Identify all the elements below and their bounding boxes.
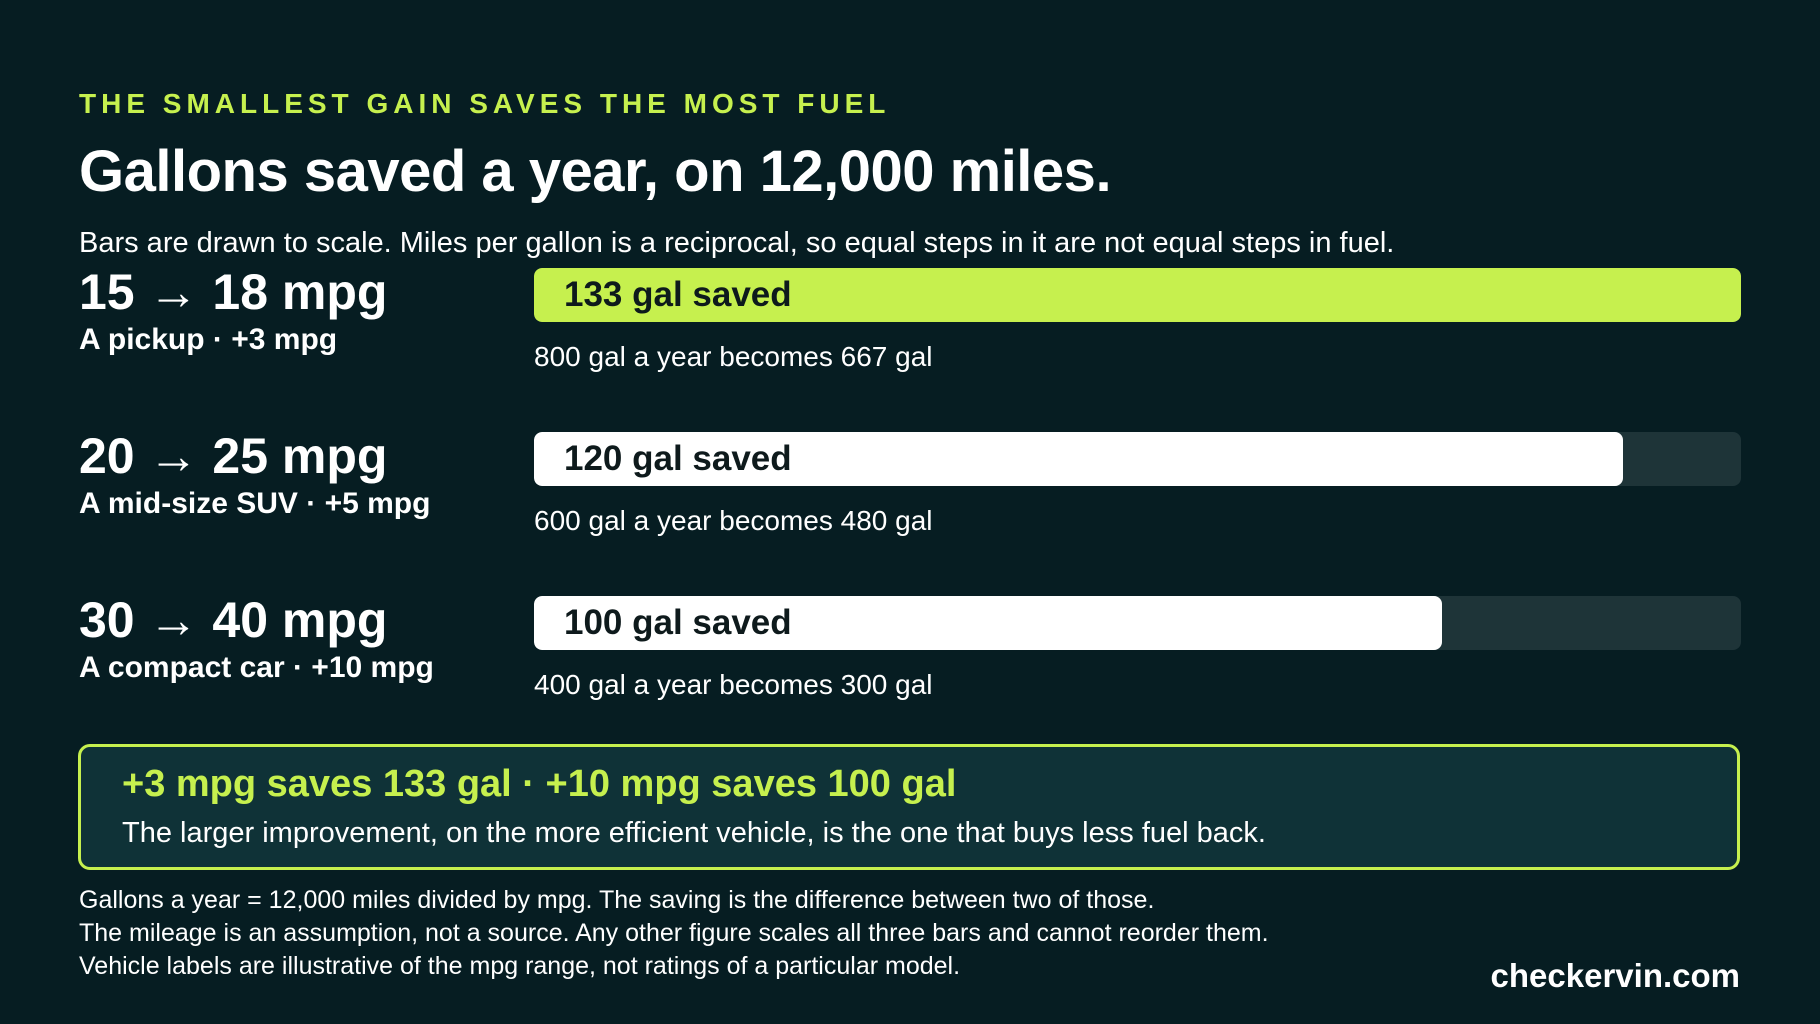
bar-row-pickup: 15 → 18 mpg A pickup · +3 mpg 133 gal sa… — [0, 263, 1820, 403]
page-title: Gallons saved a year, on 12,000 miles. — [79, 139, 1112, 204]
row-vehicle-label: A compact car · +10 mpg — [79, 651, 434, 684]
footnotes: Gallons a year = 12,000 miles divided by… — [79, 884, 1269, 983]
brand-logo: checkervin.com — [1490, 957, 1740, 994]
bar: 100 gal saved — [534, 596, 1442, 650]
row-vehicle-label: A mid-size SUV · +5 mpg — [79, 487, 431, 520]
row-heading: 30 → 40 mpg — [79, 592, 388, 648]
bar-track: 100 gal saved — [534, 596, 1741, 650]
bar-row-compact: 30 → 40 mpg A compact car · +10 mpg 100 … — [0, 591, 1820, 731]
bar: 133 gal saved — [534, 268, 1741, 322]
bar-row-suv: 20 → 25 mpg A mid-size SUV · +5 mpg 120 … — [0, 427, 1820, 567]
bar-data-label: 100 gal saved — [564, 603, 792, 642]
subtitle: Bars are drawn to scale. Miles per gallo… — [79, 227, 1395, 259]
footnote: The mileage is an assumption, not a sour… — [79, 919, 1269, 947]
row-vehicle-label: A pickup · +3 mpg — [79, 323, 338, 356]
bar-data-label: 120 gal saved — [564, 439, 792, 478]
callout-box: +3 mpg saves 133 gal · +10 mpg saves 100… — [78, 744, 1740, 870]
row-note: 800 gal a year becomes 667 gal — [534, 341, 933, 372]
row-note: 400 gal a year becomes 300 gal — [534, 669, 933, 700]
bar-track: 133 gal saved — [534, 268, 1741, 322]
footnote: Gallons a year = 12,000 miles divided by… — [79, 886, 1155, 914]
kicker: THE SMALLEST GAIN SAVES THE MOST FUEL — [79, 88, 891, 119]
callout-body: The larger improvement, on the more effi… — [122, 817, 1266, 849]
row-heading: 15 → 18 mpg — [79, 264, 388, 320]
footnote: Vehicle labels are illustrative of the m… — [79, 952, 961, 980]
bar: 120 gal saved — [534, 432, 1624, 486]
row-note: 600 gal a year becomes 480 gal — [534, 505, 933, 536]
bar-track: 120 gal saved — [534, 432, 1741, 486]
row-heading: 20 → 25 mpg — [79, 428, 388, 484]
bar-data-label: 133 gal saved — [564, 275, 792, 314]
callout-title: +3 mpg saves 133 gal · +10 mpg saves 100… — [122, 763, 957, 805]
